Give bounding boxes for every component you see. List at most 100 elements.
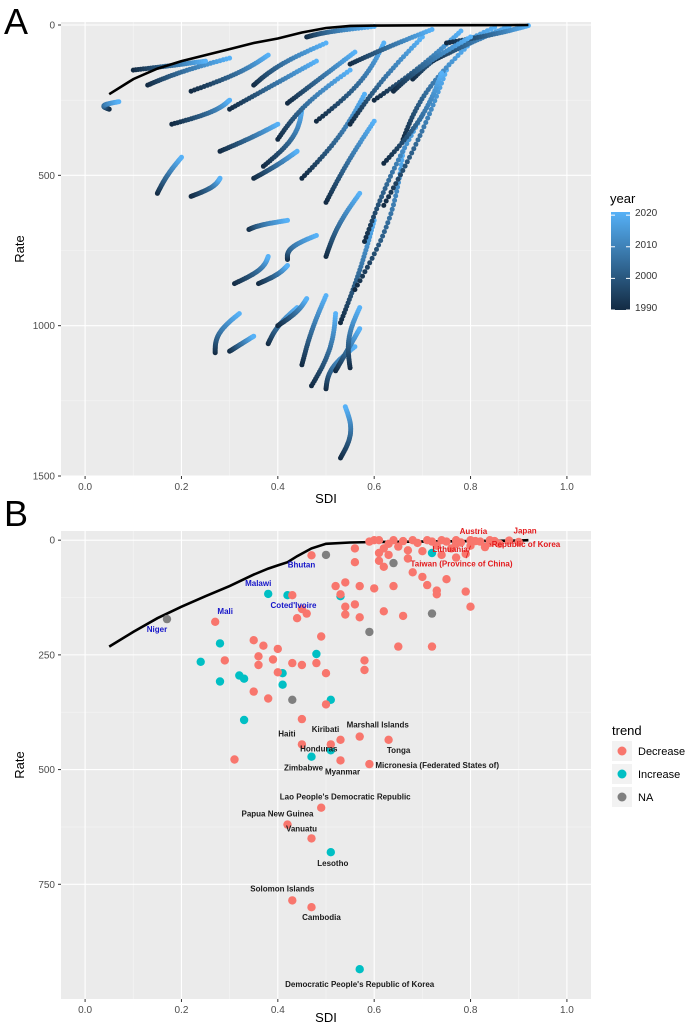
- point-decrease: [466, 602, 475, 611]
- trajectory-point: [371, 214, 376, 220]
- panel-a: 0.0 0.2 0.4 0.6 0.8 1.0 0 500 1000 1500 SDI Rate…: [12, 21, 658, 506]
- trajectory-point: [391, 165, 397, 171]
- point-decrease: [268, 655, 278, 664]
- point-decrease: [317, 632, 326, 641]
- trajectory-point: [402, 163, 408, 169]
- trajectory-point: [386, 215, 392, 221]
- label-leader-line: [489, 542, 492, 546]
- point-decrease: [360, 665, 369, 675]
- trajectory-point: [388, 211, 394, 217]
- trajectory-point: [389, 169, 395, 175]
- label-zimbabwe: Zimbabwe: [284, 764, 324, 773]
- trajectory-point: [357, 190, 363, 196]
- trajectory-point: [357, 305, 363, 311]
- point-increase: [427, 548, 437, 558]
- point-decrease: [288, 591, 297, 600]
- point-decrease: [476, 537, 485, 546]
- trajectory-point: [429, 27, 435, 32]
- point-niger: [162, 614, 172, 624]
- trajectory-point: [366, 226, 372, 232]
- label-lao-people-s-democratic-republic: Lao People's Democratic Republic: [280, 793, 411, 802]
- trajectory-point: [380, 233, 386, 239]
- legend-marker-na: [617, 792, 627, 802]
- trajectory-point: [404, 159, 410, 165]
- point-decrease: [370, 536, 379, 545]
- trajectory-point: [382, 186, 388, 191]
- trajectory-point: [376, 242, 382, 248]
- trajectory-point: [372, 210, 378, 216]
- panel-b-frontier-line: [108, 538, 529, 648]
- panel-a-y-axis-label: Rate: [12, 235, 27, 262]
- label-democratic-people-s-republic-of-korea: Democratic People's Republic of Korea: [285, 980, 435, 989]
- point-decrease: [418, 547, 427, 556]
- trajectory-point: [323, 40, 329, 46]
- point-decrease: [427, 642, 437, 651]
- label-leader-line: [465, 545, 471, 559]
- point-increase: [215, 677, 225, 686]
- trajectory-point: [455, 53, 461, 58]
- label-micronesia-federated-states-of: Micronesia (Federated States of): [375, 761, 499, 770]
- panel-a-colorbar-label-1990: 1990: [635, 303, 658, 314]
- point-increase: [239, 674, 249, 683]
- trajectory-point: [381, 229, 387, 235]
- point-decrease: [355, 581, 364, 591]
- panel-a-colorbar: [611, 212, 630, 310]
- panel-b-y-tick-label: 250: [38, 650, 55, 661]
- point-decrease: [432, 541, 441, 550]
- point-kiribati: [336, 735, 345, 744]
- trajectory-point: [323, 293, 329, 299]
- trajectory-point: [432, 98, 438, 104]
- point-decrease: [360, 656, 369, 665]
- point-decrease: [254, 660, 263, 670]
- trajectory-point: [227, 55, 233, 61]
- trajectory-point: [398, 162, 404, 168]
- panel-b-y-tick-label: 750: [38, 880, 55, 891]
- trajectory-point: [400, 149, 405, 155]
- trajectory-point: [402, 145, 408, 151]
- trajectory-point: [367, 260, 373, 266]
- panel-b-x-tick-label: 0.6: [367, 1005, 381, 1016]
- trajectory-point: [365, 230, 370, 236]
- trajectory-point: [203, 58, 208, 64]
- point-decrease: [374, 556, 384, 565]
- label-japan: Japan: [514, 527, 537, 536]
- label-marshall-islands: Marshall Islands: [347, 721, 410, 730]
- trajectory-point: [409, 150, 415, 156]
- point-marshall-islands: [355, 732, 364, 741]
- point-decrease: [451, 536, 461, 545]
- trajectory-point: [354, 282, 360, 288]
- trajectory-point: [377, 198, 383, 204]
- point-decrease: [249, 636, 258, 645]
- point-decrease: [321, 700, 331, 709]
- point-decrease: [331, 581, 340, 591]
- point-decrease: [432, 590, 441, 599]
- trajectory-point: [386, 194, 392, 200]
- point-cambodia: [307, 903, 316, 912]
- point-increase: [278, 680, 287, 689]
- trajectory-point: [386, 177, 392, 183]
- point-decrease: [259, 641, 268, 650]
- trajectory-point: [388, 173, 393, 179]
- trajectory-point: [285, 263, 290, 268]
- panel-b-y-axis-label: Rate: [12, 751, 27, 778]
- trajectory-point: [449, 59, 455, 65]
- trajectory-point: [393, 193, 399, 199]
- trajectory-point: [421, 124, 427, 130]
- panel-a-y-tick-label: 1500: [33, 472, 56, 483]
- label-papua-new-guinea: Papua New Guinea: [241, 810, 314, 819]
- panel-b-point-labels: Democratic People's Republic of Korea Cam…: [147, 527, 561, 990]
- trajectory-point: [275, 121, 281, 127]
- label-mali: Mali: [217, 607, 233, 616]
- panel-b-legend-title: trend: [612, 723, 642, 738]
- trajectory-point: [439, 70, 445, 76]
- point-mali: [211, 617, 220, 626]
- trajectory-point: [362, 269, 368, 275]
- trajectory-point: [380, 190, 386, 196]
- point-na: [427, 609, 437, 618]
- point-zimbabwe: [307, 752, 316, 761]
- label-haiti: Haiti: [278, 729, 295, 738]
- panel-a-x-ticks: 0.0 0.2 0.4 0.6 0.8 1.0: [78, 476, 574, 493]
- trajectory-point: [395, 157, 401, 163]
- trajectory-point: [415, 137, 421, 143]
- trajectory-point: [371, 251, 377, 257]
